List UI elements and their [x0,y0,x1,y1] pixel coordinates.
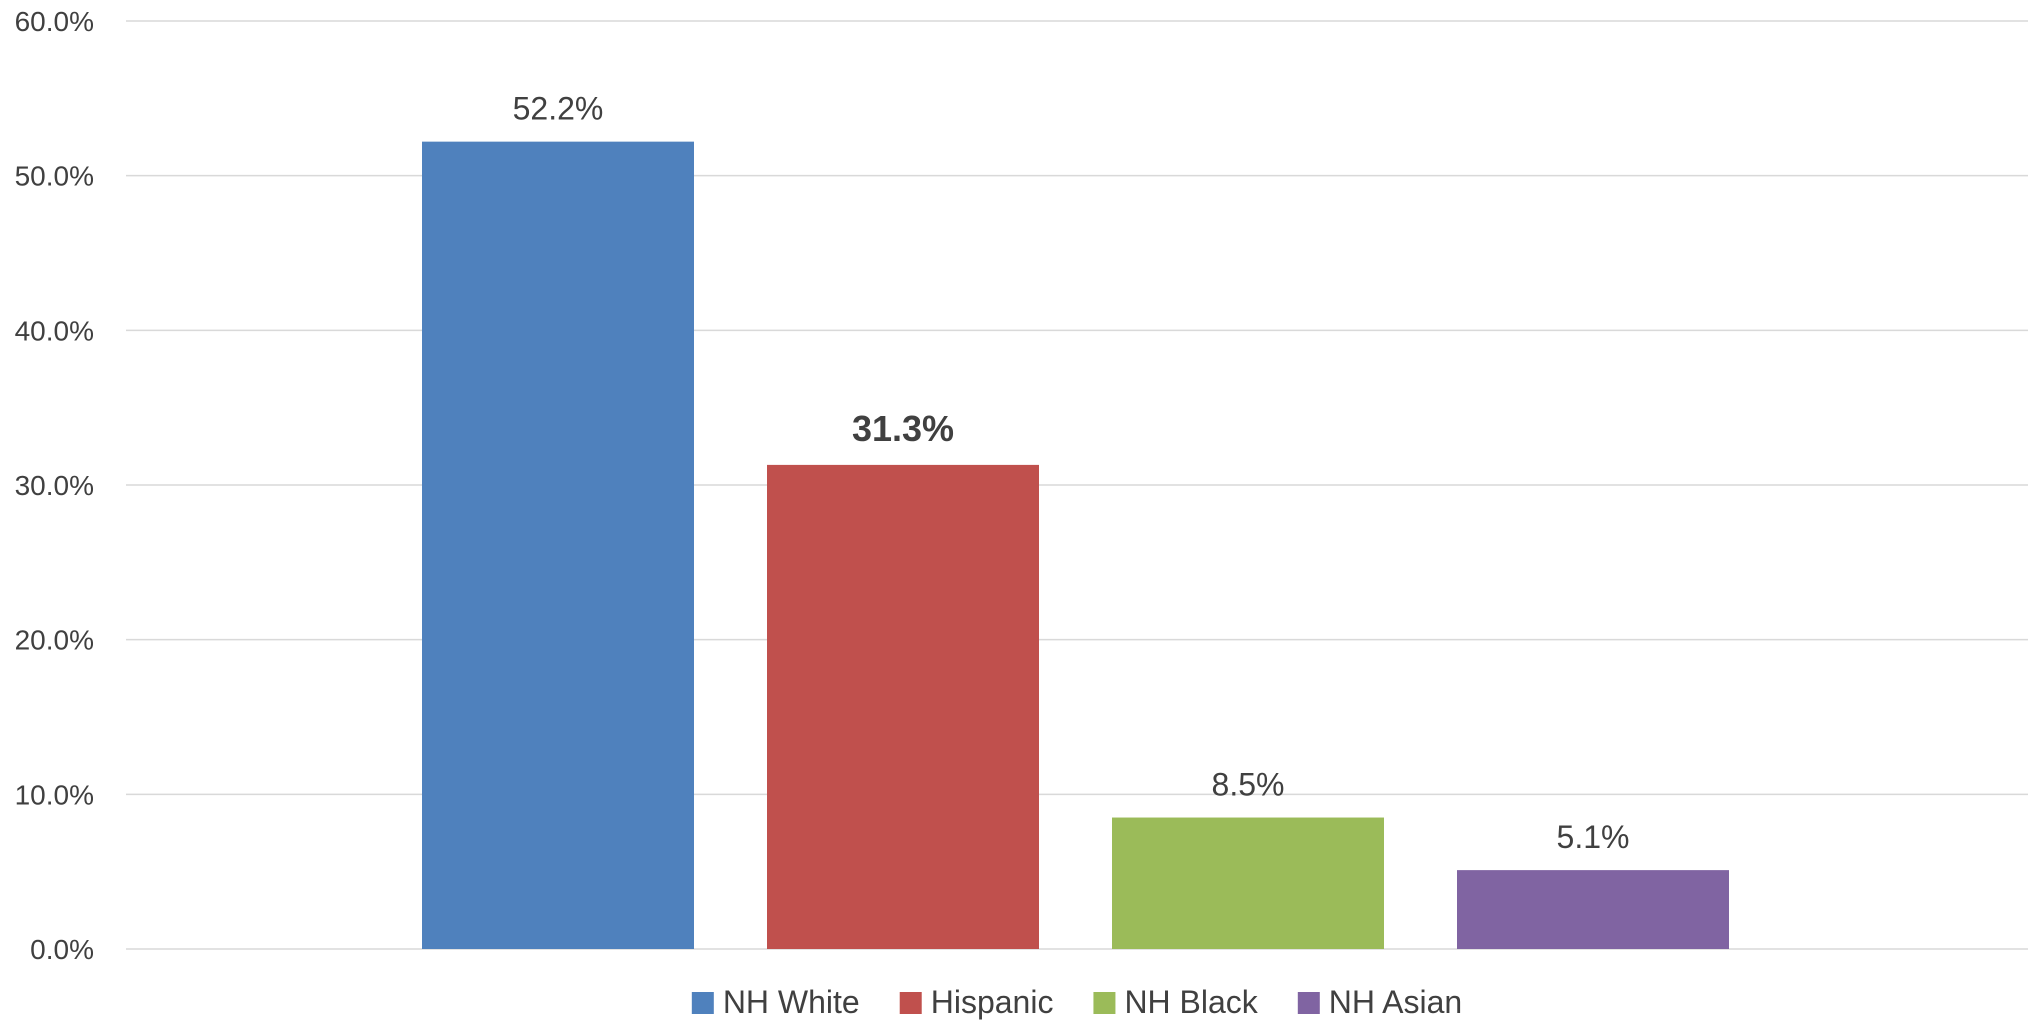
y-axis-tick-labels: 0.0% 10.0% 20.0% 30.0% 40.0% 50.0% 60.0% [15,6,94,965]
legend-label: NH White [723,984,860,1020]
bar-hispanic [767,464,1039,949]
y-tick-label: 50.0% [15,161,94,192]
y-tick-label: 20.0% [15,625,94,656]
legend-swatch [899,992,922,1014]
legend-item: NH Black [1093,984,1259,1020]
legend-swatch [691,992,714,1014]
data-label: 8.5% [1212,767,1285,803]
legend-swatch [1297,992,1320,1014]
legend-item: Hispanic [899,984,1054,1020]
data-label: 31.3% [852,408,954,449]
gridlines [126,20,2028,950]
y-tick-label: 30.0% [15,470,94,501]
y-tick-label: 10.0% [15,779,94,810]
data-label: 5.1% [1557,819,1630,855]
y-tick-label: 0.0% [30,934,94,965]
legend-label: NH Black [1124,984,1258,1020]
bar-nh-asian [1457,870,1729,949]
legend-item: NH White [691,984,860,1020]
data-labels: 52.2% 31.3% 8.5% 5.1% [513,91,1630,855]
data-label: 52.2% [513,91,604,127]
y-tick-label: 60.0% [15,6,94,37]
legend-swatch [1093,992,1116,1014]
legend-label: NH Asian [1329,984,1462,1020]
legend-label: Hispanic [931,984,1054,1020]
legend: NH White Hispanic NH Black NH Asian [691,984,1462,1020]
bars [422,141,1729,949]
y-tick-label: 40.0% [15,315,94,346]
bar-nh-black [1112,817,1384,949]
bar-nh-white [422,141,694,949]
legend-item: NH Asian [1297,984,1462,1020]
